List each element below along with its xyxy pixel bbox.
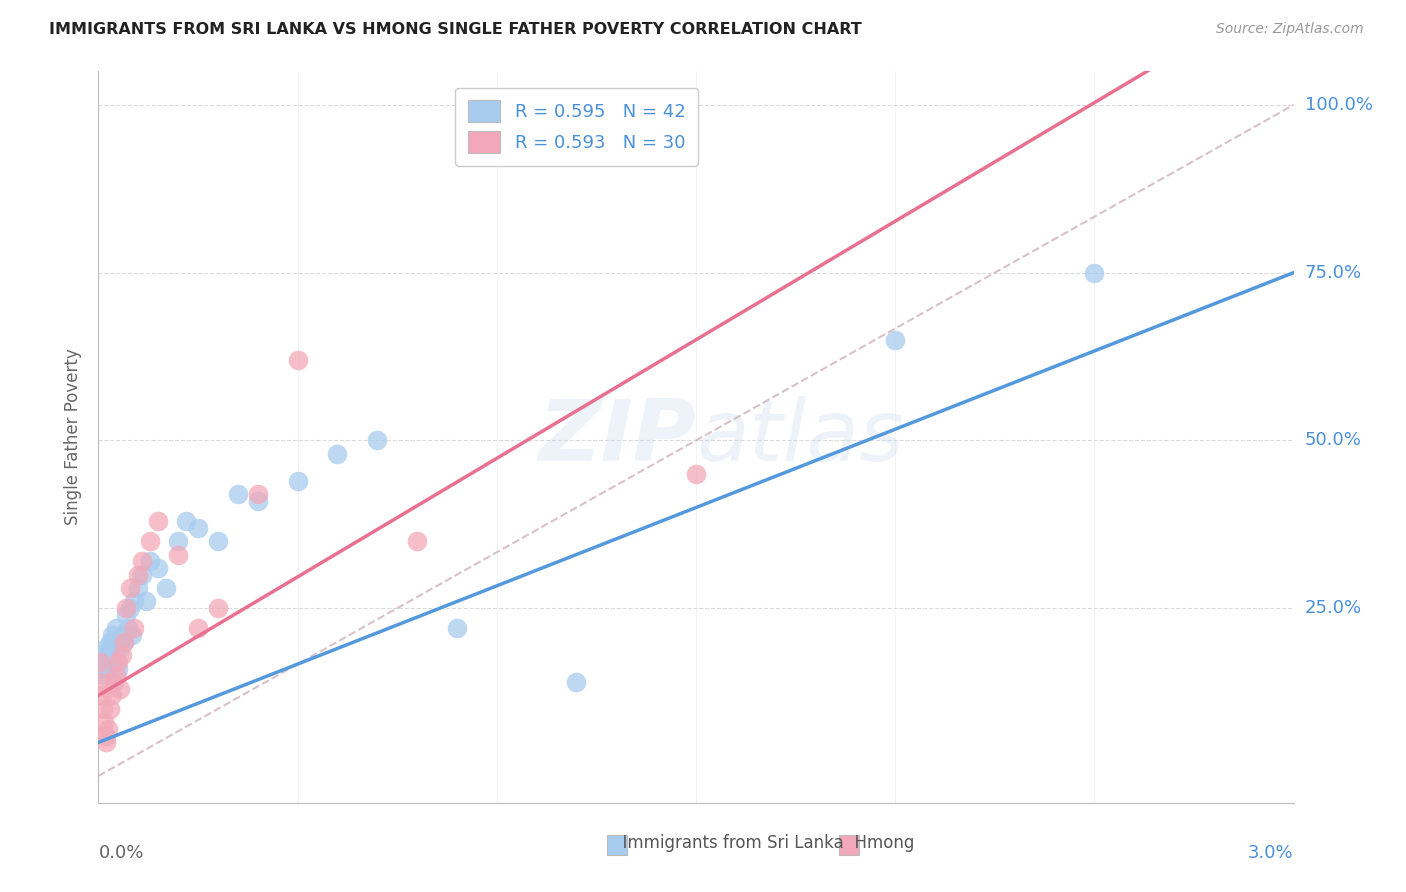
Point [226, 487, 249, 501]
Point [107, 655, 129, 669]
Point [287, 352, 309, 367]
Point [101, 628, 124, 642]
Point [103, 655, 125, 669]
Point [110, 681, 132, 696]
Point [148, 561, 170, 575]
Point [105, 621, 128, 635]
Point [287, 474, 309, 488]
Point [101, 689, 124, 703]
Text: Hmong: Hmong [844, 834, 914, 852]
Point [103, 675, 125, 690]
Text: ZIP: ZIP [538, 395, 696, 479]
Point [96, 662, 118, 676]
Point [93, 668, 115, 682]
Text: 50.0%: 50.0% [1305, 432, 1361, 450]
Point [139, 534, 162, 549]
Point [96, 735, 118, 749]
Point [90, 675, 112, 690]
Point [91, 662, 114, 676]
Point [155, 581, 177, 595]
Point [148, 514, 170, 528]
Point [98, 634, 122, 648]
Point [326, 447, 349, 461]
Point [91, 702, 114, 716]
Y-axis label: Single Father Poverty: Single Father Poverty [65, 349, 83, 525]
Point [406, 534, 429, 549]
Point [127, 567, 149, 582]
Text: 3.0%: 3.0% [1249, 845, 1294, 863]
Point [115, 607, 138, 622]
Point [246, 487, 269, 501]
Point [100, 641, 122, 656]
Point [93, 715, 115, 730]
Point [94, 729, 117, 743]
Point [112, 634, 135, 648]
Point [90, 655, 112, 669]
Point [96, 641, 118, 656]
Point [117, 621, 139, 635]
Point [1083, 266, 1105, 280]
Point [105, 668, 128, 682]
Legend: R = 0.595   N = 42, R = 0.593   N = 30: R = 0.595 N = 42, R = 0.593 N = 30 [456, 87, 697, 166]
Point [120, 601, 142, 615]
Point [115, 601, 138, 615]
Text: Immigrants from Sri Lanka: Immigrants from Sri Lanka [612, 834, 844, 852]
Point [97, 722, 120, 736]
Text: 0.0%: 0.0% [98, 845, 143, 863]
Point [139, 554, 162, 568]
Text: IMMIGRANTS FROM SRI LANKA VS HMONG SINGLE FATHER POVERTY CORRELATION CHART: IMMIGRANTS FROM SRI LANKA VS HMONG SINGL… [49, 22, 862, 37]
Point [91, 689, 114, 703]
Point [110, 641, 132, 656]
Point [207, 534, 229, 549]
Point [446, 621, 468, 635]
Point [174, 514, 197, 528]
Point [112, 634, 135, 648]
Point [135, 594, 157, 608]
Point [131, 567, 153, 582]
Text: 25.0%: 25.0% [1305, 599, 1362, 617]
Point [111, 648, 134, 662]
Point [246, 493, 269, 508]
Point [187, 621, 209, 635]
Text: 100.0%: 100.0% [1305, 96, 1372, 114]
Point [131, 554, 153, 568]
Point [107, 662, 129, 676]
Point [121, 628, 143, 642]
Point [565, 675, 588, 690]
Point [685, 467, 707, 481]
Point [120, 581, 142, 595]
Point [104, 634, 127, 648]
Text: 75.0%: 75.0% [1305, 264, 1362, 282]
Point [91, 648, 114, 662]
Point [89, 655, 111, 669]
Point [167, 534, 190, 549]
Point [207, 601, 229, 615]
Point [94, 655, 117, 669]
Point [884, 333, 907, 347]
Point [124, 621, 146, 635]
Point [98, 702, 122, 716]
Point [124, 594, 146, 608]
Point [111, 628, 134, 642]
Point [187, 521, 209, 535]
Text: atlas: atlas [696, 395, 904, 479]
Point [167, 548, 190, 562]
Point [97, 648, 120, 662]
Point [127, 581, 149, 595]
Text: Source: ZipAtlas.com: Source: ZipAtlas.com [1216, 22, 1364, 37]
Point [366, 434, 388, 448]
